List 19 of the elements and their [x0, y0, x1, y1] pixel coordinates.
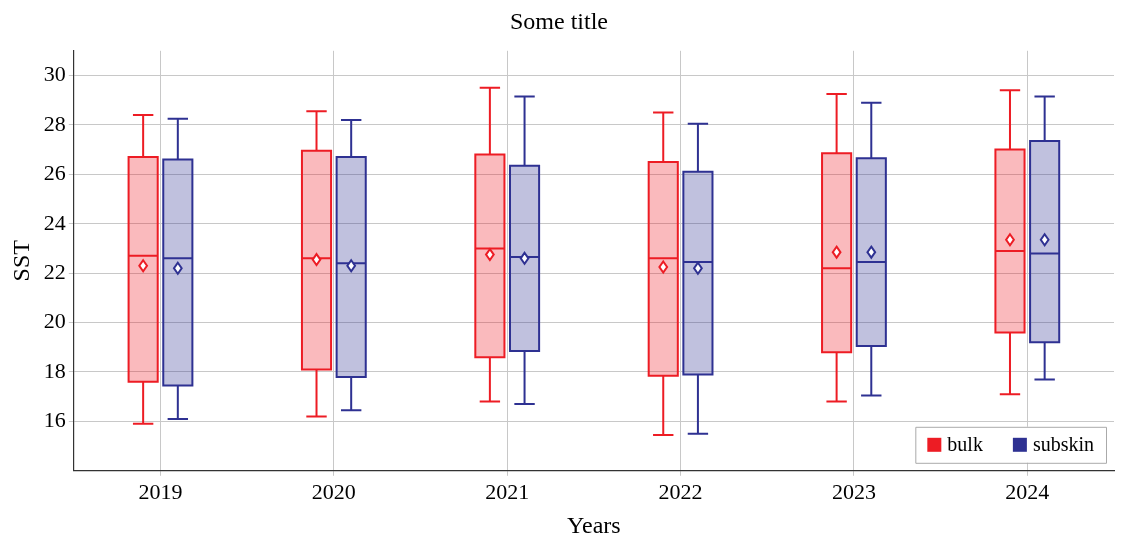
y-tick-label: 22 — [43, 258, 66, 284]
y-tick-label: 28 — [43, 110, 66, 136]
x-tick-label: 2023 — [831, 478, 876, 504]
y-tick-label: 24 — [43, 209, 66, 235]
y-tick-label: 20 — [43, 308, 66, 334]
y-axis-title: SST — [7, 239, 34, 282]
y-tick-label: 16 — [43, 407, 66, 433]
x-tick-label: 2022 — [658, 478, 703, 504]
x-tick-label: 2020 — [311, 478, 356, 504]
y-tick-label: 26 — [43, 160, 66, 186]
y-tick-label: 18 — [43, 357, 66, 383]
legend-label: subskin — [1032, 433, 1094, 456]
chart-title: Some title — [510, 7, 608, 34]
x-axis-title: Years — [567, 511, 621, 538]
x-tick-label: 2019 — [138, 478, 183, 504]
x-tick-label: 2021 — [485, 478, 530, 504]
x-tick-label: 2024 — [1005, 478, 1050, 504]
y-tick-label: 30 — [43, 61, 66, 87]
legend-label: bulk — [947, 433, 983, 456]
